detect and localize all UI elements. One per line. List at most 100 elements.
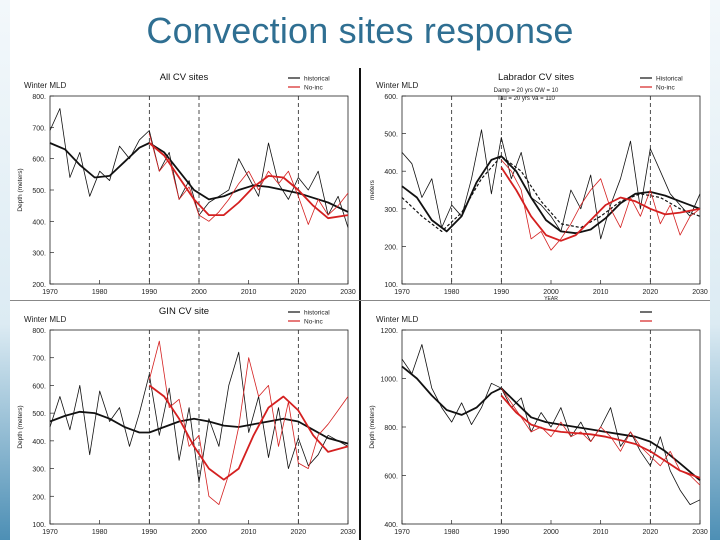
chart-title: GIN CV site [159,306,209,317]
y-tick-label: 400. [32,439,46,446]
corner-label: Winter MLD [24,81,66,90]
chart-title: All CV sites [160,72,209,83]
x-tick-label: 2020 [291,289,307,296]
legend-label: No-inc [304,85,324,92]
x-tick-label: 1990 [142,529,158,536]
series-historical-smooth [49,410,349,445]
slide-right-band [710,0,720,540]
x-tick-label: 1980 [444,529,460,536]
x-tick-label: 2010 [593,529,609,536]
y-tick-label: 300. [32,467,46,474]
x-tick-label: 2010 [241,289,257,296]
x-tick-label: 2020 [643,529,659,536]
y-tick-label: 100. [384,282,398,289]
y-tick-label: 300. [384,207,398,214]
y-axis-label: meters [369,179,376,200]
x-tick-label: 2020 [291,529,307,536]
y-tick-label: 500. [384,132,398,139]
series-historical-raw [49,351,349,483]
legend-label: historical [304,310,330,317]
x-tick-label: 2000 [543,289,559,296]
series-no-inc-smooth [500,166,701,242]
series-no-inc-raw [500,387,701,486]
y-tick-label: 700. [32,125,46,132]
chart-svg-1: 100. 200. 300. 400. 500. 600. 1970 1980 1990 2000… [369,72,708,300]
x-tick-label: 2010 [241,529,257,536]
panel-divider-vertical [359,68,361,540]
y-tick-label: 800. [32,328,46,335]
plot-frame [401,95,701,285]
series-no-inc-smooth [148,384,349,481]
x-tick-label: 2000 [191,289,207,296]
y-tick-label: 1000. [380,377,398,384]
series-historical-raw [401,344,701,506]
corner-label: Winter MLD [376,81,418,90]
series-no-inc-raw [148,340,349,506]
x-tick-label: 1970 [42,289,58,296]
legend-label: No-inc [304,319,324,326]
x-tick-label: 1990 [142,289,158,296]
y-tick-label: 400. [32,219,46,226]
series-historical-smooth [401,365,701,481]
y-tick-label: 600. [32,383,46,390]
y-tick-label: 700. [32,356,46,363]
x-tick-label: 1970 [394,289,410,296]
slide-left-band [0,0,10,540]
x-tick-label: 2030 [340,289,356,296]
x-tick-label: 1970 [394,529,410,536]
y-tick-label: 500. [32,411,46,418]
legend-label: Historical [656,76,683,83]
chart-svg-0: 200. 300. 400. 500. 600. 700. 800. 1970 1980 1990… [17,72,356,296]
y-tick-label: 800. [32,94,46,101]
y-tick-label: 1200. [380,328,398,335]
x-tick-label: 1990 [494,529,510,536]
series-historical-raw [401,129,701,240]
chart-svg-3: 400. 600. 800. 1000. 1200. 1970 1980 1990 2000 20… [369,311,708,536]
panel-fourth-site: 400. 600. 800. 1000. 1200. 1970 1980 1990 2000 20… [362,302,710,540]
series-historical-dashed [401,155,701,232]
x-axis-label: YEAR [544,296,558,300]
y-tick-label: 600. [32,157,46,164]
panel-gin-cv-site: 100. 200. 300. 400. 500. 600. 700. 800. 1970 1980… [10,302,358,540]
figure-area: 200. 300. 400. 500. 600. 700. 800. 1970 1980 1990… [10,68,710,540]
chart-title: Labrador CV sites [498,72,574,83]
info-line: Damp = 20 yrs OW = 10 [494,88,559,94]
x-tick-label: 2030 [340,529,356,536]
x-tick-label: 1980 [444,289,460,296]
y-tick-label: 200. [384,244,398,251]
y-tick-label: 200. [32,494,46,501]
legend-label: historical [304,76,330,83]
y-tick-label: 300. [32,251,46,258]
y-tick-label: 400. [384,522,398,529]
panel-divider-horizontal [10,300,710,301]
y-tick-label: 600. [384,94,398,101]
slide-title: Convection sites response [146,10,574,51]
x-tick-label: 1970 [42,529,58,536]
y-tick-label: 800. [384,425,398,432]
x-tick-label: 2030 [692,289,708,296]
x-tick-label: 2030 [692,529,708,536]
legend-label: No-inc [656,85,676,92]
x-tick-label: 2020 [643,289,659,296]
corner-label: Winter MLD [24,315,66,324]
y-axis-label: Depth (meters) [369,405,376,448]
y-tick-label: 400. [384,169,398,176]
chart-svg-2: 100. 200. 300. 400. 500. 600. 700. 800. 1970 1980… [17,306,356,536]
info-line: Tau = 20 yrs Va = 110 [497,96,555,102]
x-tick-label: 2010 [593,289,609,296]
series-no-inc-smooth [148,142,349,220]
series-no-inc-raw [501,159,701,251]
x-tick-label: 2000 [191,529,207,536]
y-tick-label: 100. [32,522,46,529]
panel-labrador-cv-sites: 100. 200. 300. 400. 500. 600. 1970 1980 1990 2000… [362,68,710,300]
y-tick-label: 600. [384,474,398,481]
series-no-inc-smooth [500,394,701,479]
y-axis-label: Depth (meters) [17,168,24,211]
series-historical-smooth [401,155,701,235]
x-tick-label: 1980 [92,289,108,296]
series-historical-smooth [49,142,349,213]
y-axis-label: Depth (meters) [17,405,24,448]
y-tick-label: 200. [32,282,46,289]
corner-label: Winter MLD [376,315,418,324]
panel-all-cv-sites: 200. 300. 400. 500. 600. 700. 800. 1970 1980 1990… [10,68,358,300]
